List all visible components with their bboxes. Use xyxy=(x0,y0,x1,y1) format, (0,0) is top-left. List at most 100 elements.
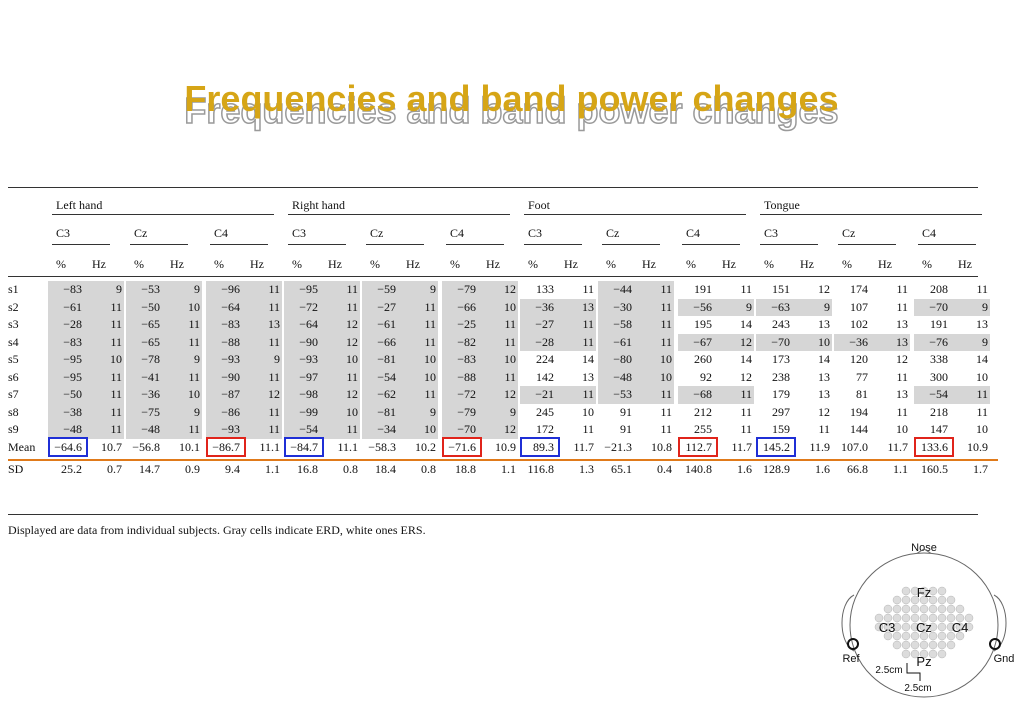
erd-cell xyxy=(206,368,282,386)
cell-percent: −58 xyxy=(613,317,632,331)
cell-hz: 11 xyxy=(740,404,752,419)
erd-cell xyxy=(914,333,990,351)
cell-hz: 11 xyxy=(582,387,594,401)
unit-header: % xyxy=(370,257,380,271)
fz-label: Fz xyxy=(917,585,931,600)
erd-cell xyxy=(48,386,124,404)
erd-cell xyxy=(48,333,124,351)
cell-percent: −97 xyxy=(299,369,318,384)
cell-hz: 10 xyxy=(346,404,358,419)
unit-header: % xyxy=(606,257,616,271)
cell-hz: 1.1 xyxy=(893,461,908,476)
cell-percent: 77 xyxy=(856,369,868,384)
cell-percent: −64.6 xyxy=(54,439,82,454)
cell-hz: 12 xyxy=(346,334,358,349)
header-bottom-rule xyxy=(8,276,978,277)
erd-cell xyxy=(126,351,202,369)
cell-percent: 245 xyxy=(536,404,554,419)
erd-cell xyxy=(206,333,282,351)
erd-cell xyxy=(284,351,360,369)
electrode-dot xyxy=(901,631,911,641)
cell-percent: 91 xyxy=(620,404,632,419)
cell-percent: 160.5 xyxy=(921,461,948,476)
cell-percent: −86 xyxy=(221,404,240,419)
cell-percent: −65 xyxy=(141,317,160,331)
cell-percent: −30 xyxy=(613,299,632,314)
electrode-dot xyxy=(964,622,974,632)
cell-percent: 179 xyxy=(772,387,790,401)
cell-hz: 13 xyxy=(896,317,908,331)
cell-percent: 195 xyxy=(694,317,712,331)
erd-cell xyxy=(362,316,438,334)
erd-cell xyxy=(678,386,754,404)
cell-hz: 10 xyxy=(976,369,988,384)
electrode-dot xyxy=(901,649,911,659)
electrode-dot xyxy=(937,604,947,614)
electrode-dot xyxy=(910,586,920,596)
unit-header: Hz xyxy=(564,257,578,271)
erd-cell xyxy=(48,316,124,334)
electrode-dot xyxy=(928,604,938,614)
cell-hz: 11.9 xyxy=(809,439,830,454)
cell-hz: 11.7 xyxy=(731,439,752,454)
cell-hz: 11 xyxy=(740,422,752,436)
erd-cell xyxy=(442,421,518,439)
cell-hz: 10 xyxy=(896,422,908,436)
cell-hz: 11 xyxy=(268,334,280,349)
cell-percent: 159 xyxy=(772,422,790,436)
cell-percent: −41 xyxy=(141,369,160,384)
erd-cell xyxy=(362,386,438,404)
cell-percent: 81 xyxy=(856,387,868,401)
electrode-dot xyxy=(910,613,920,623)
cell-percent: −72 xyxy=(299,299,318,314)
cell-percent: 224 xyxy=(536,352,554,366)
electrode-dot xyxy=(910,649,920,659)
cell-percent: 133.6 xyxy=(921,439,948,454)
cell-hz: 1.6 xyxy=(815,461,830,476)
electrode-dot xyxy=(937,586,947,596)
cell-hz: 11 xyxy=(188,422,200,436)
unit-header: % xyxy=(764,257,774,271)
cell-percent: −48 xyxy=(141,422,160,436)
channel-rule xyxy=(838,244,896,245)
cell-hz: 1.6 xyxy=(737,461,752,476)
cell-hz: 12 xyxy=(818,404,830,419)
cell-percent: −93 xyxy=(299,352,318,366)
spacing-bracket xyxy=(906,663,921,681)
cell-hz: 11.7 xyxy=(573,439,594,454)
cell-hz: 11 xyxy=(818,422,830,436)
cell-hz: 13 xyxy=(818,369,830,384)
cell-hz: 11 xyxy=(110,369,122,384)
electrode-dot xyxy=(928,631,938,641)
cell-hz: 9 xyxy=(430,404,436,419)
cell-hz: 13 xyxy=(896,334,908,349)
row-label: s3 xyxy=(8,317,19,331)
title-area: Frequencies and band power changes Frequ… xyxy=(0,78,1023,138)
electrode-dot xyxy=(883,622,893,632)
cell-hz: 11 xyxy=(110,317,122,331)
erd-cell xyxy=(126,298,202,316)
cell-percent: −21.3 xyxy=(604,439,632,454)
electrode-diagram: Nose Fz C3 Cz C4 Pz Ref Gnd 2.5cm 2.5cm xyxy=(841,542,1014,698)
cell-percent: −88 xyxy=(221,334,240,349)
cell-percent: −83 xyxy=(457,352,476,366)
electrode-dot xyxy=(919,649,929,659)
cell-hz: 11.1 xyxy=(259,439,280,454)
cell-percent: −53 xyxy=(613,387,632,401)
cell-hz: 11 xyxy=(268,299,280,314)
channel-header: Cz xyxy=(842,226,856,240)
cell-hz: 10.9 xyxy=(967,439,988,454)
cell-hz: 10 xyxy=(582,404,594,419)
cell-percent: −68 xyxy=(693,387,712,401)
erd-cell xyxy=(520,386,596,404)
electrode-dot xyxy=(919,613,929,623)
electrode-dot xyxy=(919,586,929,596)
erd-cell xyxy=(48,351,124,369)
channel-header: C4 xyxy=(450,226,465,240)
electrode-dot xyxy=(910,631,920,641)
erd-cell xyxy=(756,333,832,351)
unit-header: Hz xyxy=(722,257,736,271)
cell-hz: 11 xyxy=(504,369,516,384)
unit-header: % xyxy=(922,257,932,271)
cell-percent: −54 xyxy=(377,369,396,384)
